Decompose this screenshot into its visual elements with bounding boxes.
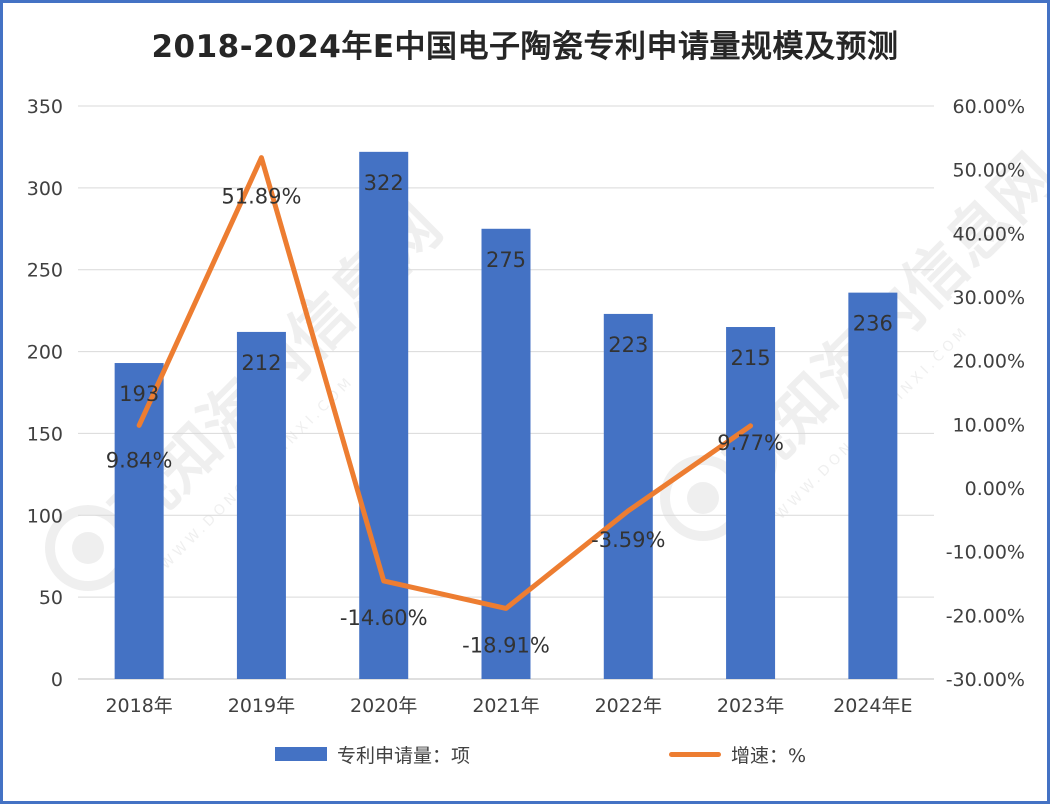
bar-data-labels: 193 212 322 275 223 215 236: [119, 171, 893, 406]
line-data-label: 9.77%: [717, 431, 784, 455]
y-right-tick-label: 60.00%: [953, 96, 1025, 118]
bar-data-label: 236: [853, 312, 893, 336]
legend: 专利申请量：项 增速：%: [3, 737, 1047, 771]
y-right-tick-label: -10.00%: [946, 542, 1025, 564]
x-tick-label: 2021年: [472, 695, 539, 717]
legend-label-line: 增速：%: [731, 744, 807, 767]
line-data-label: -18.91%: [462, 633, 550, 657]
bar-series: [114, 151, 898, 680]
bar-data-label: 223: [608, 333, 648, 357]
y-right-tick-label: 10.00%: [953, 414, 1025, 436]
y-axis-right: -30.00% -20.00% -10.00% 0.00% 10.00% 20.00% 30…: [946, 96, 1025, 691]
legend-item-line: 增速：%: [669, 737, 806, 771]
chart-title: 2018-2024年E中国电子陶瓷专利申请量规模及预测: [151, 29, 899, 65]
y-left-tick-label: 200: [27, 342, 63, 364]
y-right-tick-label: 50.00%: [953, 160, 1025, 182]
y-left-tick-label: 250: [27, 260, 63, 282]
bar-data-label: 322: [364, 171, 404, 195]
bar: [848, 292, 898, 679]
x-tick-label: 2018年: [105, 695, 172, 717]
line-data-label: 51.89%: [221, 185, 301, 209]
bar: [726, 327, 776, 679]
chart-plot: 0 50 100 150 200 250 300 350 -30.00% -20.00% -10.0…: [27, 96, 1025, 717]
bar-data-label: 215: [731, 346, 771, 370]
y-left-tick-label: 300: [27, 178, 63, 200]
legend-swatch-bar: [275, 747, 327, 761]
x-tick-label: 2024年E: [833, 695, 912, 717]
bar: [359, 151, 409, 680]
line-series: [136, 155, 754, 611]
x-tick-label: 2022年: [595, 695, 662, 717]
x-tick-label: 2019年: [228, 695, 295, 717]
x-axis: 2018年 2019年 2020年 2021年 2022年 2023年 2024年E: [105, 695, 912, 717]
y-axis-left: 0 50 100 150 200 250 300 350: [27, 96, 63, 691]
watermark-logo-dot: [687, 482, 719, 514]
y-left-tick-label: 0: [51, 669, 63, 691]
bar-data-label: 193: [119, 382, 159, 406]
y-right-tick-label: 20.00%: [953, 351, 1025, 373]
bar: [236, 331, 286, 679]
line-data-label: 9.84%: [106, 448, 173, 472]
x-tick-label: 2020年: [350, 695, 417, 717]
line-data-labels: 9.84% 51.89% -14.60% -18.91% -3.59% 9.77%: [106, 185, 784, 658]
watermark-logo-dot: [72, 532, 104, 564]
y-left-tick-label: 100: [27, 505, 63, 527]
bar: [114, 363, 164, 679]
legend-swatch-line: [669, 751, 721, 757]
y-left-tick-label: 350: [27, 96, 63, 118]
y-right-tick-label: 0.00%: [965, 478, 1025, 500]
bar: [481, 228, 531, 680]
y-left-tick-label: 150: [27, 423, 63, 445]
bar-data-label: 275: [486, 248, 526, 272]
y-right-tick-label: 30.00%: [953, 287, 1025, 309]
line-data-label: -14.60%: [340, 606, 428, 630]
y-left-tick-label: 50: [39, 587, 63, 609]
y-right-tick-label: -30.00%: [946, 669, 1025, 691]
y-right-tick-label: -20.00%: [946, 605, 1025, 627]
legend-label-bar: 专利申请量：项: [337, 744, 471, 767]
line-data-label: -3.59%: [591, 528, 665, 552]
x-tick-label: 2023年: [717, 695, 784, 717]
bar-data-label: 212: [241, 351, 281, 375]
legend-item-bar: 专利申请量：项: [275, 737, 470, 771]
y-right-tick-label: 40.00%: [953, 223, 1025, 245]
